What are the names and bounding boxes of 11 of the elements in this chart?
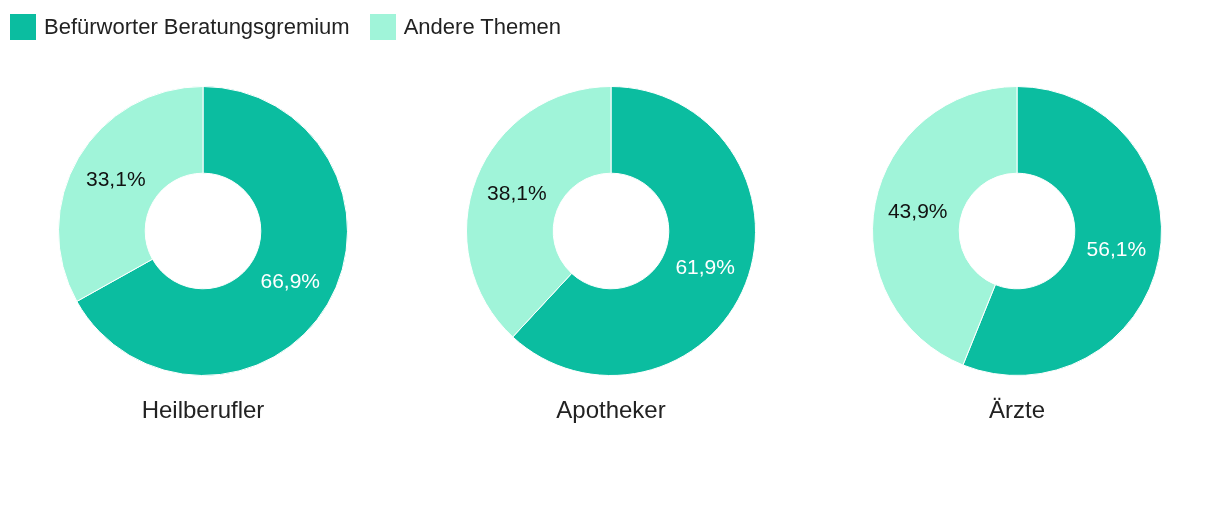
- data-label: 61,9%: [675, 254, 735, 278]
- data-label: 66,9%: [260, 269, 320, 293]
- legend-label: Befürworter Beratungsgremium: [43, 14, 350, 40]
- text: Heilberufler: [140, 396, 266, 424]
- data-label: 56,1%: [1086, 237, 1147, 261]
- legend-label: Andere Themen: [402, 14, 562, 40]
- data-label: 38,1%: [487, 180, 547, 204]
- data-label: 33,1%: [86, 166, 146, 190]
- data-label: 43,9%: [887, 198, 948, 222]
- text: Ärzte: [988, 396, 1046, 424]
- text: Apotheker: [555, 396, 667, 424]
